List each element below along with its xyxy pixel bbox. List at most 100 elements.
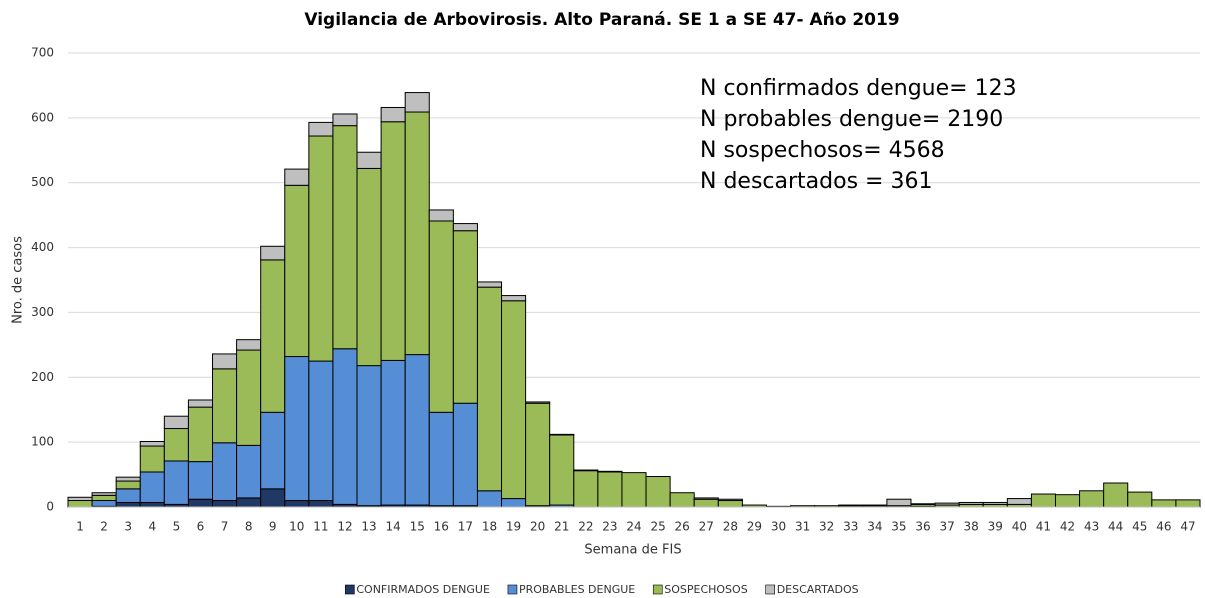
x-axis-title: Semana de FIS	[584, 543, 681, 558]
bar-segment	[573, 469, 599, 472]
bar-segment	[260, 488, 286, 508]
x-tick-label: 24	[626, 520, 641, 534]
bar-segment	[163, 460, 189, 505]
legend-label: SOSPECHOSOS	[664, 583, 747, 596]
legend-label: PROBABLES DENGUE	[519, 583, 635, 596]
bar-segment	[236, 349, 262, 446]
bar-segment	[91, 494, 117, 502]
x-tick-label: 47	[1180, 520, 1195, 534]
x-tick-label: 45	[1132, 520, 1147, 534]
x-tick-label: 28	[723, 520, 738, 534]
y-tick-label: 200	[31, 370, 54, 384]
bar-segment	[645, 476, 671, 508]
x-tick-label: 39	[988, 520, 1003, 534]
bar-segment	[597, 470, 623, 473]
bar-segment	[380, 106, 406, 123]
bar-segment	[669, 492, 695, 508]
bar-segment	[886, 498, 912, 507]
x-tick-label: 7	[221, 520, 229, 534]
bar-segment	[260, 259, 286, 413]
y-axis-title: Nro. de casos	[11, 236, 26, 324]
bar-segment	[308, 360, 334, 502]
x-tick-label: 13	[361, 520, 376, 534]
x-tick-label: 16	[434, 520, 449, 534]
bar-segment	[573, 470, 599, 508]
x-tick-label: 31	[795, 520, 810, 534]
bar-segment	[838, 504, 864, 507]
x-tick-label: 17	[458, 520, 473, 534]
x-tick-label: 11	[313, 520, 328, 534]
x-tick-label: 4	[148, 520, 156, 534]
x-tick-label: 35	[891, 520, 906, 534]
chart-title: Vigilancia de Arbovirosis. Alto Paraná. …	[304, 10, 899, 30]
x-tick-label: 2	[100, 520, 108, 534]
y-tick-label: 0	[46, 500, 54, 514]
x-tick-label: 37	[939, 520, 954, 534]
legend-swatch	[765, 584, 775, 595]
x-tick-label: 22	[578, 520, 593, 534]
bar-segment	[212, 368, 238, 444]
bar-segment	[1054, 494, 1081, 508]
bar-segment	[525, 401, 551, 404]
x-tick-label: 9	[269, 520, 277, 534]
y-tick-label: 400	[31, 240, 54, 254]
x-tick-label: 44	[1108, 520, 1123, 534]
annotation: N confirmados dengue= 123	[700, 76, 1017, 101]
bar-segment	[332, 348, 358, 505]
x-tick-label: 3	[124, 520, 132, 534]
y-tick-label: 700	[31, 46, 54, 60]
bar-segment	[115, 476, 141, 482]
x-tick-label: 12	[337, 520, 352, 534]
bar-segment	[621, 472, 647, 508]
annotation: N probables dengue= 2190	[700, 107, 1003, 132]
bar-segment	[187, 406, 214, 463]
bar-segment	[67, 500, 93, 508]
bar-segment	[428, 220, 454, 413]
legend: CONFIRMADOS DENGUE PROBABLES DENGUE SOSPEC…	[345, 583, 859, 596]
bar-segment	[284, 500, 310, 508]
annotation: N sospechosos= 4568	[700, 138, 945, 163]
bar-segment	[356, 151, 382, 169]
bar-segment	[139, 471, 165, 503]
bar-segment	[163, 428, 189, 462]
bar-segment	[356, 365, 382, 507]
bar-segment	[693, 497, 719, 500]
bar-segment	[1103, 482, 1129, 508]
bar-segment	[501, 295, 527, 302]
x-tick-label: 15	[410, 520, 425, 534]
x-tick-label: 30	[771, 520, 786, 534]
bar-segment	[501, 498, 527, 508]
x-tick-label: 6	[197, 520, 205, 534]
x-tick-label: 33	[843, 520, 858, 534]
x-tick-label: 20	[530, 520, 545, 534]
bar-segment	[236, 339, 262, 351]
bar-segment	[525, 402, 551, 507]
bar-segment	[717, 500, 743, 508]
x-tick-label: 23	[602, 520, 617, 534]
x-tick-label: 1	[76, 520, 84, 534]
bar-segment	[380, 359, 406, 506]
bar-segment	[187, 498, 214, 508]
bar-segment	[476, 281, 503, 288]
bar-segment	[260, 411, 286, 490]
bar-segment	[958, 501, 984, 505]
bar-segment	[1127, 491, 1153, 508]
bar-segment	[163, 415, 189, 430]
x-tick-label: 8	[245, 520, 253, 534]
bar-segment	[1151, 499, 1177, 508]
legend-swatch	[507, 584, 518, 595]
x-tick-label: 19	[506, 520, 521, 534]
bar-segment	[212, 353, 238, 370]
bar-segment	[1030, 493, 1056, 508]
y-tick-label: 100	[31, 435, 54, 449]
legend-swatch	[345, 584, 355, 595]
bar-segment	[212, 500, 238, 508]
bar-segment	[404, 111, 430, 356]
bar-segment	[862, 504, 888, 507]
bar-segment	[187, 399, 214, 408]
bar-segment	[693, 498, 719, 508]
bar-segment	[187, 461, 214, 500]
x-tick-label: 21	[554, 520, 569, 534]
x-tick-label: 46	[1156, 520, 1171, 534]
